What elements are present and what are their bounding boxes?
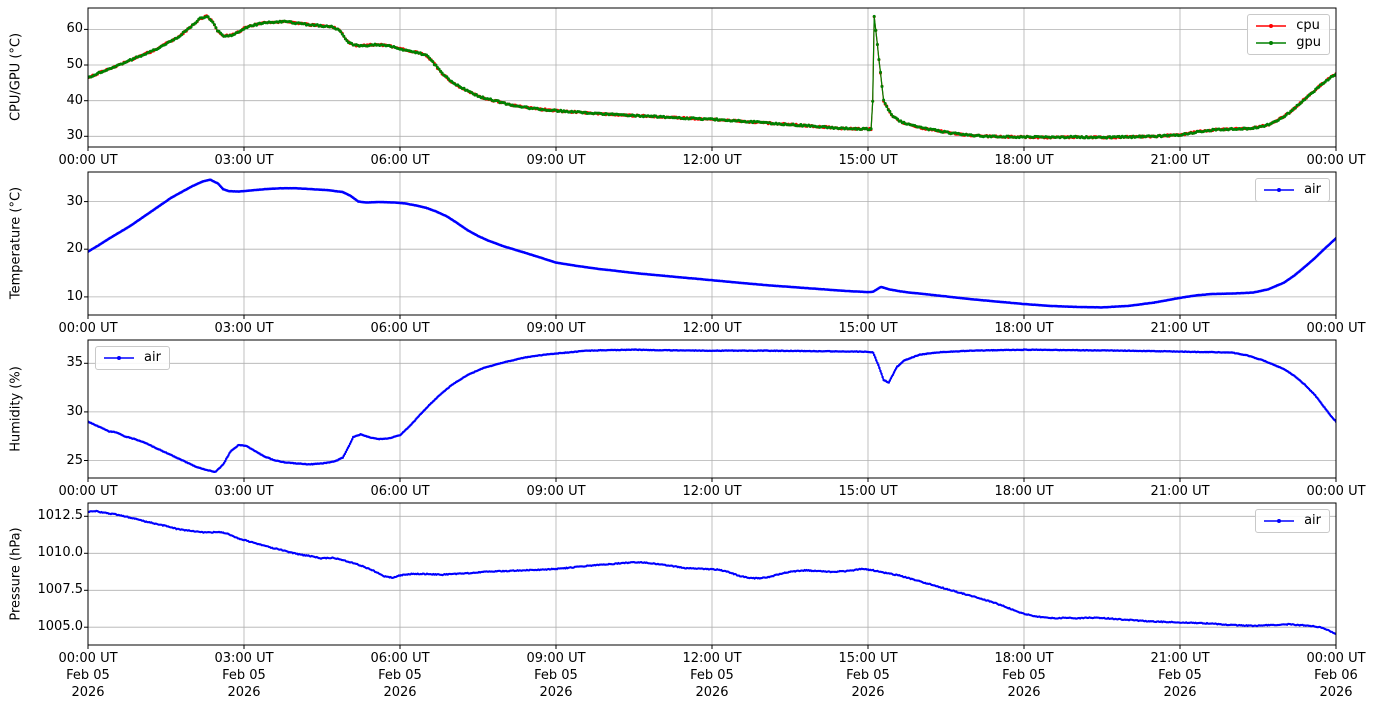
panel-cpu-gpu [84,7,1337,151]
panel-pressure [84,502,1337,649]
panel-temperature [84,171,1337,319]
panel-humidity [84,339,1337,482]
